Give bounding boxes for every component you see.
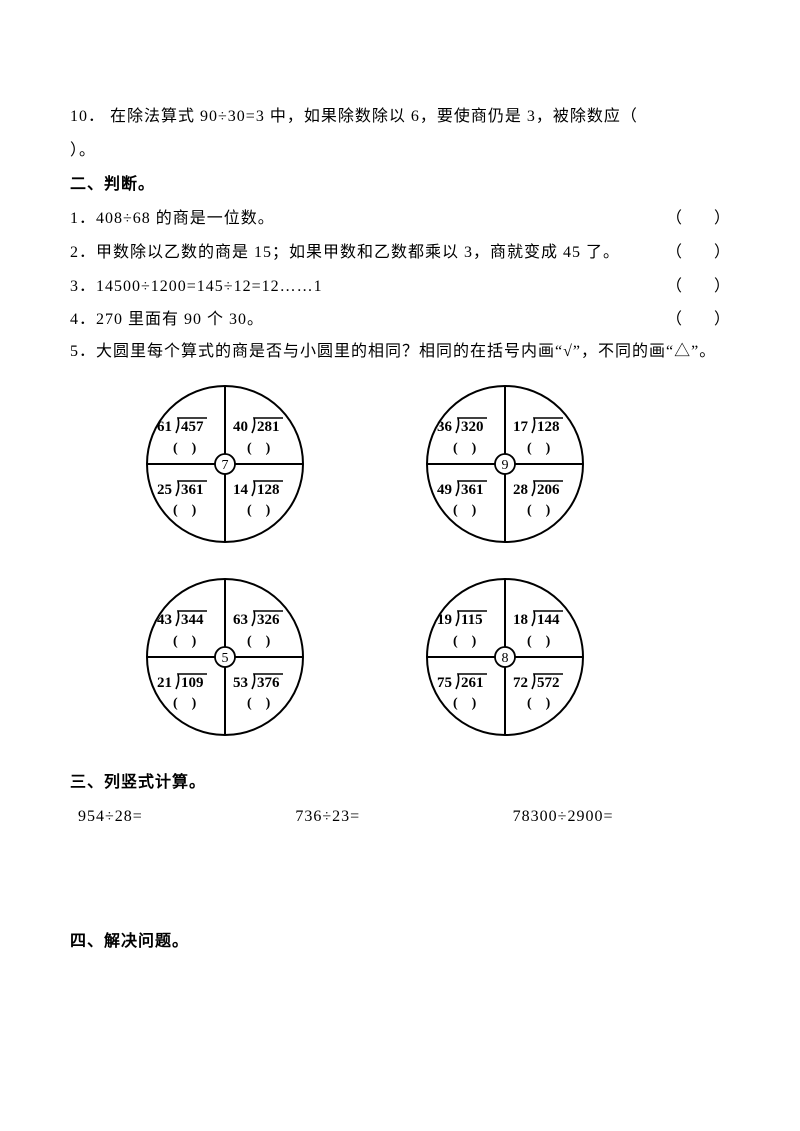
svg-text:572: 572 [537,675,560,691]
svg-text:( ): ( ) [453,696,477,711]
svg-text:( ): ( ) [173,441,197,456]
judge-row-4: 4．270 里面有 90 个 30。 （ ） [70,303,730,337]
svg-text:53: 53 [233,675,248,691]
circle-svg: 761457( )40281( )25361( )14128( ) [130,379,320,549]
calc-2: 736÷23= [295,800,512,834]
svg-text:( ): ( ) [173,503,197,518]
svg-text:9: 9 [502,458,509,473]
svg-text:261: 261 [461,675,484,691]
circle-svg: 543344( )63326( )21109( )53376( ) [130,572,320,742]
svg-text:21: 21 [157,675,172,691]
svg-text:128: 128 [537,419,560,435]
circle-svg: 936320( )17128( )49361( )28206( ) [410,379,600,549]
judge-paren[interactable]: （ ） [666,303,730,337]
svg-text:( ): ( ) [173,634,197,649]
q10-text-a: 在除法算式 90÷30=3 中，如果除数除以 6，要使商仍是 3，被除数应（ [110,108,638,125]
svg-text:( ): ( ) [247,503,271,518]
svg-text:43: 43 [157,612,172,628]
judge-paren[interactable]: （ ） [666,202,730,236]
q10-num: 10． [70,108,105,125]
judge-text: 1．408÷68 的商是一位数。 [70,202,275,236]
q5-line: 5．大圆里每个算式的商是否与小圆里的相同？相同的在括号内画“√”，不同的画“△”… [70,337,730,367]
section3-title: 三、列竖式计算。 [70,765,730,800]
svg-text:( ): ( ) [527,696,551,711]
q5-text: 大圆里每个算式的商是否与小圆里的相同？相同的在括号内画“√”，不同的画“△”。 [96,343,716,360]
svg-text:7: 7 [222,458,229,473]
svg-text:128: 128 [257,482,280,498]
circle-diagram-9: 936320( )17128( )49361( )28206( ) [410,379,600,554]
judge-text: 4．270 里面有 90 个 30。 [70,303,264,337]
svg-text:281: 281 [257,419,280,435]
svg-text:( ): ( ) [173,696,197,711]
svg-text:63: 63 [233,612,248,628]
svg-text:326: 326 [257,612,280,628]
svg-text:109: 109 [181,675,204,691]
svg-text:( ): ( ) [527,634,551,649]
svg-text:( ): ( ) [247,696,271,711]
svg-text:36: 36 [437,419,453,435]
calc-row: 954÷28= 736÷23= 78300÷2900= [70,800,730,834]
svg-text:18: 18 [513,612,528,628]
svg-text:457: 457 [181,419,204,435]
svg-text:361: 361 [181,482,204,498]
svg-text:( ): ( ) [453,634,477,649]
circle-diagram-7: 761457( )40281( )25361( )14128( ) [130,379,320,554]
svg-text:( ): ( ) [247,441,271,456]
judge-text: 2．甲数除以乙数的商是 15；如果甲数和乙数都乘以 3，商就变成 45 了。 [70,236,620,270]
svg-text:19: 19 [437,612,452,628]
circles-row-2: 543344( )63326( )21109( )53376( ) 819115… [130,572,730,747]
svg-text:49: 49 [437,482,452,498]
judge-row-3: 3．14500÷1200=145÷12=12……1 （ ） [70,270,730,304]
svg-text:( ): ( ) [247,634,271,649]
q10-line2: ）。 [70,134,730,168]
q5-num: 5． [70,343,96,360]
svg-text:( ): ( ) [527,441,551,456]
svg-text:28: 28 [513,482,528,498]
circles-area: 761457( )40281( )25361( )14128( ) 936320… [130,379,730,747]
svg-text:376: 376 [257,675,280,691]
judge-text: 3．14500÷1200=145÷12=12……1 [70,270,323,304]
svg-text:14: 14 [233,482,249,498]
svg-text:72: 72 [513,675,528,691]
svg-text:115: 115 [461,612,483,628]
svg-text:344: 344 [181,612,204,628]
svg-text:320: 320 [461,419,484,435]
worksheet-page: 10． 在除法算式 90÷30=3 中，如果除数除以 6，要使商仍是 3，被除数… [0,0,800,1131]
judge-row-2: 2．甲数除以乙数的商是 15；如果甲数和乙数都乘以 3，商就变成 45 了。 （ … [70,236,730,270]
svg-text:( ): ( ) [527,503,551,518]
svg-text:17: 17 [513,419,529,435]
svg-text:40: 40 [233,419,248,435]
section4-title: 四、解决问题。 [70,924,730,959]
q10-line1: 10． 在除法算式 90÷30=3 中，如果除数除以 6，要使商仍是 3，被除数… [70,100,730,134]
judge-paren[interactable]: （ ） [666,236,730,270]
svg-text:75: 75 [437,675,452,691]
section2-title: 二、判断。 [70,167,730,202]
circle-diagram-8: 819115( )18144( )75261( )72572( ) [410,572,600,747]
circle-diagram-5: 543344( )63326( )21109( )53376( ) [130,572,320,747]
svg-text:61: 61 [157,419,172,435]
calc-1: 954÷28= [70,800,295,834]
svg-text:25: 25 [157,482,172,498]
judge-paren[interactable]: （ ） [666,270,730,304]
svg-text:144: 144 [537,612,560,628]
svg-text:( ): ( ) [453,441,477,456]
q10-text-b: ）。 [70,142,96,159]
svg-text:( ): ( ) [453,503,477,518]
circle-svg: 819115( )18144( )75261( )72572( ) [410,572,600,742]
svg-text:361: 361 [461,482,484,498]
circles-row-1: 761457( )40281( )25361( )14128( ) 936320… [130,379,730,554]
calc-3: 78300÷2900= [513,800,730,834]
svg-text:5: 5 [222,651,229,666]
spacer [70,834,730,924]
judge-row-1: 1．408÷68 的商是一位数。 （ ） [70,202,730,236]
svg-text:8: 8 [502,651,509,666]
svg-text:206: 206 [537,482,560,498]
judge-list: 1．408÷68 的商是一位数。（ ）2．甲数除以乙数的商是 15；如果甲数和乙… [70,202,730,336]
